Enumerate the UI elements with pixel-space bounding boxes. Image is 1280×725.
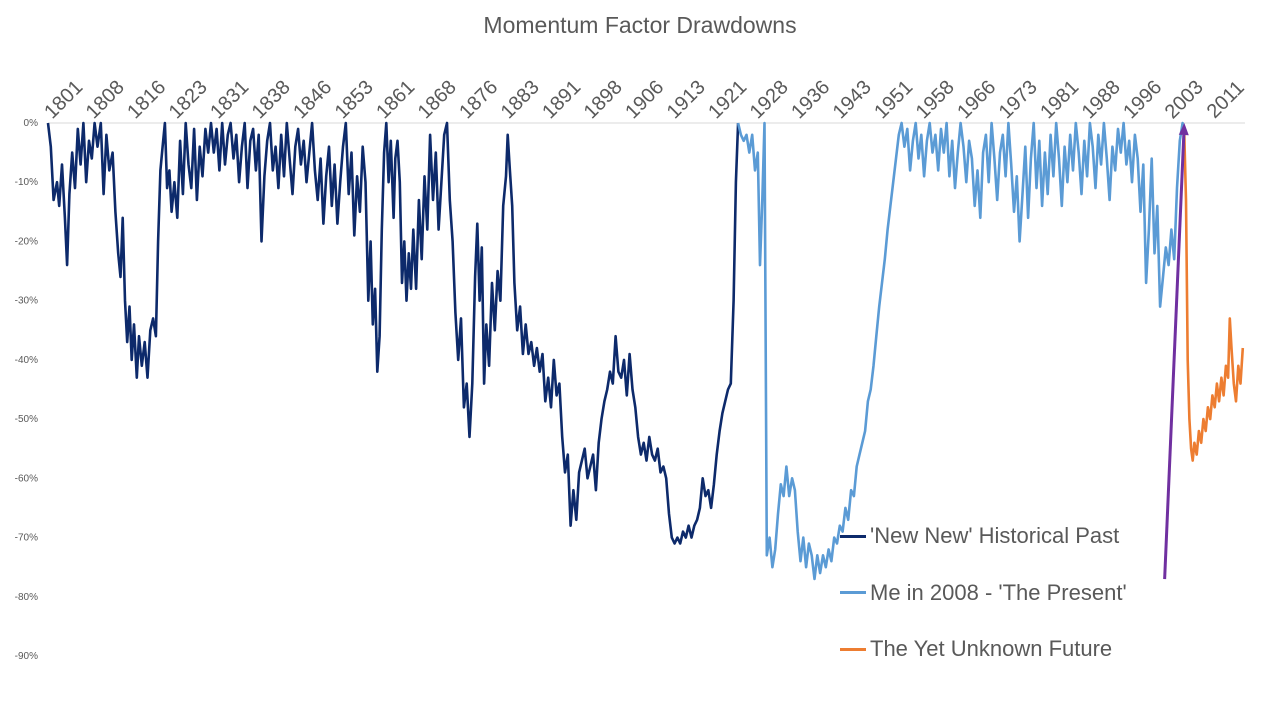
x-tick-label: 1883	[497, 76, 544, 123]
y-tick-label: -40%	[15, 355, 38, 366]
legend-label-past: 'New New' Historical Past	[870, 523, 1120, 548]
legend-label-present: Me in 2008 - 'The Present'	[870, 579, 1127, 605]
x-tick-label: 1921	[704, 76, 751, 123]
x-tick-label: 1951	[870, 76, 917, 123]
x-tick-label: 2011	[1203, 77, 1249, 123]
x-tick-label: 1981	[1036, 76, 1083, 123]
x-tick-label: 1861	[372, 76, 419, 123]
y-tick-label: -50%	[15, 414, 38, 425]
x-tick-label: 1816	[123, 76, 170, 123]
x-tick-label: 1928	[746, 76, 793, 123]
x-tick-label: 1891	[538, 76, 585, 123]
legend-item-future: The Yet Unknown Future	[840, 635, 1127, 663]
legend-item-present: Me in 2008 - 'The Present'	[840, 579, 1127, 607]
x-tick-label: 1876	[455, 76, 502, 123]
legend-label-future: The Yet Unknown Future	[870, 636, 1113, 661]
chart-title: Momentum Factor Drawdowns	[483, 12, 797, 38]
y-tick-label: 0%	[24, 118, 39, 129]
x-tick-label: 1831	[206, 76, 253, 123]
arrow-shaft	[1163, 134, 1186, 580]
x-tick-label: 1913	[663, 76, 710, 123]
x-tick-label: 1868	[414, 76, 461, 123]
x-tick-label: 1943	[829, 76, 876, 123]
x-tick-label: 1823	[165, 76, 212, 123]
x-tick-label: 1898	[580, 76, 627, 123]
x-tick-label: 1808	[82, 76, 129, 123]
legend: 'New New' Historical Past Me in 2008 - '…	[840, 522, 1127, 692]
x-tick-label: 2003	[1161, 76, 1208, 123]
legend-swatch-present	[840, 591, 866, 594]
y-tick-label: -90%	[15, 651, 38, 662]
x-tick-label: 1958	[912, 76, 959, 123]
series-line-present	[736, 121, 1186, 581]
x-tick-label: 1988	[1078, 76, 1125, 123]
series-line-future	[1183, 134, 1245, 462]
y-tick-label: -20%	[15, 236, 38, 247]
x-tick-label: 1846	[289, 76, 336, 123]
x-tick-label: 1936	[787, 76, 834, 123]
x-tick-label: 1973	[995, 76, 1042, 123]
y-tick-label: -70%	[15, 533, 38, 544]
x-tick-label: 1906	[621, 76, 668, 123]
series-line-past	[46, 121, 740, 545]
arrow-head	[1178, 123, 1189, 136]
y-tick-label: -80%	[15, 592, 38, 603]
x-tick-label: 1996	[1119, 76, 1166, 123]
legend-item-past: 'New New' Historical Past	[840, 522, 1127, 550]
y-tick-label: -30%	[15, 296, 38, 307]
x-tick-label: 1801	[40, 76, 87, 123]
x-tick-label: 1966	[953, 76, 1000, 123]
y-tick-label: -10%	[15, 177, 38, 188]
y-tick-label: -60%	[15, 473, 38, 484]
x-tick-label: 1853	[331, 76, 378, 123]
x-tick-label: 1838	[248, 76, 295, 123]
legend-swatch-past	[840, 534, 866, 538]
legend-swatch-future	[840, 647, 866, 651]
